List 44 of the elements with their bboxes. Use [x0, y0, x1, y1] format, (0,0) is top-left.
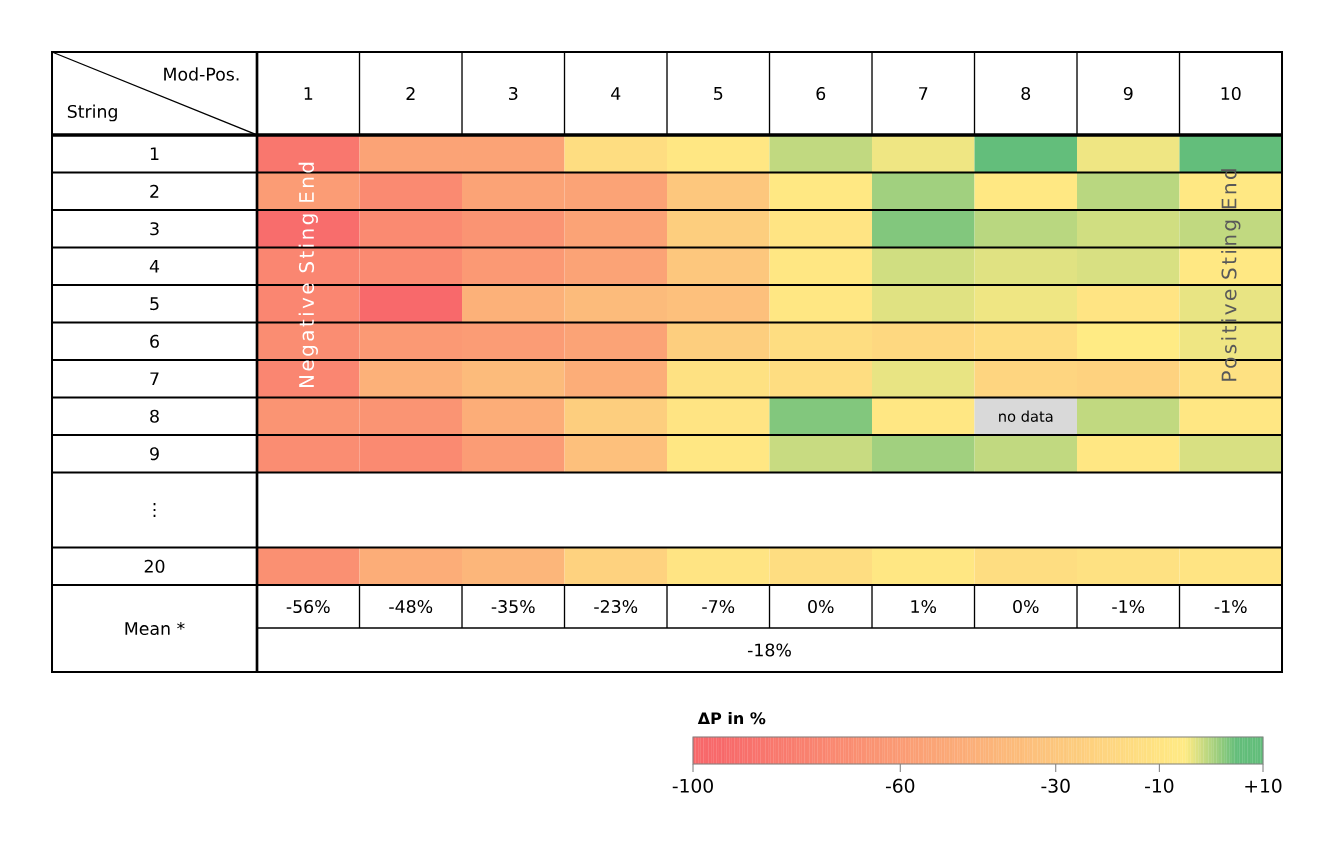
text: 0%: [1013, 599, 1039, 614]
y-tick-label: 6: [150, 334, 159, 348]
y-tick-label: 2: [150, 184, 159, 198]
y-tick-label: 9: [150, 447, 159, 461]
x-tick-label: 10: [1221, 86, 1241, 101]
y-tick-label: 4: [149, 259, 160, 273]
color-bar-label: -100: [672, 778, 713, 793]
x-tick-label: 8: [1021, 86, 1031, 101]
text: Mean *: [125, 621, 185, 636]
x-tick-label: 3: [509, 86, 518, 101]
y-tick-label: ⋮: [153, 503, 156, 517]
text: 0%: [808, 599, 834, 614]
x-axis-title: Mod-Pos.: [164, 67, 239, 81]
text: -23%: [594, 599, 638, 614]
x-tick-label: 7: [919, 87, 928, 100]
text: -35%: [491, 599, 535, 614]
color-bar-label: -30: [1041, 778, 1070, 793]
text: -1%: [1214, 599, 1247, 614]
color-bar-label: -10: [1145, 778, 1174, 793]
color-bar-label: +10: [1245, 778, 1282, 793]
y-tick-label: 1: [150, 147, 159, 161]
text: 1%: [911, 599, 937, 614]
x-tick-label: 1: [304, 87, 313, 100]
color-bar-title: ΔP in %: [697, 711, 766, 725]
text: -48%: [389, 599, 433, 614]
y-tick-label: 7: [150, 372, 159, 386]
y-axis-title: String: [67, 104, 117, 122]
x-tick-label: 4: [611, 87, 621, 100]
x-tick-label: 2: [406, 87, 415, 100]
text: -7%: [702, 599, 735, 614]
y-tick-label: 3: [150, 222, 159, 236]
text: -18%: [747, 643, 791, 657]
annotation: Positive Sting End: [1221, 169, 1241, 381]
y-tick-label: 20: [144, 559, 165, 573]
y-tick-label: 8: [150, 409, 159, 423]
x-tick-label: 5: [714, 87, 723, 100]
text: no data: [999, 410, 1053, 422]
y-tick-label: 5: [150, 297, 159, 311]
text: -1%: [1112, 599, 1145, 614]
x-tick-label: 9: [1123, 86, 1133, 101]
color-bar-label: -60: [885, 778, 915, 793]
annotation: Negative Sting End: [298, 162, 318, 387]
x-tick-label: 6: [816, 86, 826, 101]
text: -56%: [286, 599, 330, 614]
